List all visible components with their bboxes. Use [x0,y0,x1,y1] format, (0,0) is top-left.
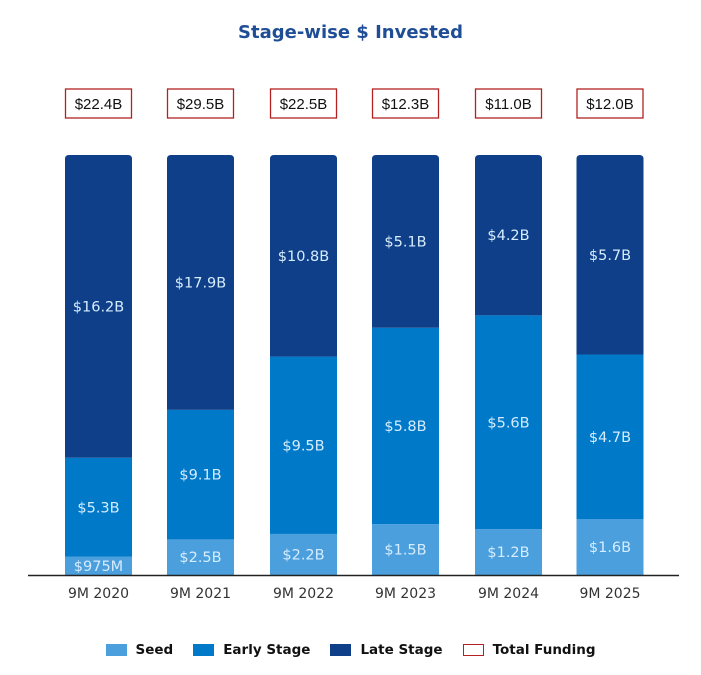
bar-segment-early-stage [475,315,542,530]
bar-segment-late-stage [65,155,132,458]
x-axis-tick-label: 9M 2022 [273,586,334,602]
x-axis-tick-label: 9M 2024 [478,586,539,602]
total-funding-label: $12.3B [382,96,430,113]
x-axis-tick-label: 9M 2023 [375,586,436,602]
bar-segment-early-stage [372,327,439,525]
total-funding-box [269,88,338,119]
total-funding-box [576,88,644,119]
segment-label-seed: $2.5B [179,550,221,566]
bar-segment-late-stage [576,155,644,355]
bar-segment-seed [270,533,337,575]
segment-label-seed: $1.5B [384,543,426,559]
bar-segment-seed [65,556,132,575]
bar-segment-late-stage [475,155,542,316]
bar-segment-late-stage [372,155,439,328]
chart-title: Stage-wise $ Invested [238,22,463,43]
segment-label-late-stage: $4.2B [487,228,529,244]
legend-item-late-stage: Late Stage [330,642,443,658]
bar-segment-early-stage [167,409,234,540]
bar-segment-early-stage [65,457,132,557]
total-funding-label: $11.0B [485,96,531,113]
total-funding-box [64,88,133,119]
total-funding-box [474,88,543,119]
bar-segment-late-stage [270,155,337,357]
legend-swatch-early-stage [193,644,215,656]
segment-label-seed: $2.2B [282,547,324,563]
bar-segment-seed [576,519,644,575]
segment-label-early-stage: $9.5B [282,438,324,454]
total-funding-box [166,88,235,119]
legend-item-early-stage: Early Stage [193,642,310,658]
legend: Seed Early Stage Late Stage Total Fundin… [0,642,701,658]
segment-label-seed: $1.6B [589,540,631,556]
segment-label-early-stage: $5.8B [384,419,426,435]
segment-label-early-stage: $5.6B [487,415,529,431]
segment-label-early-stage: $4.7B [589,430,631,446]
legend-label-early-stage: Early Stage [223,642,311,658]
legend-label-late-stage: Late Stage [360,642,443,658]
x-axis-tick-label: 9M 2020 [68,586,129,602]
bar-segment-early-stage [576,354,644,519]
total-funding-box [371,88,440,119]
x-axis-tick-label: 9M 2021 [170,586,231,602]
legend-item-total-funding: Total Funding [462,642,596,658]
x-axis-tick-label: 9M 2025 [579,586,640,602]
segment-label-late-stage: $17.9B [175,275,226,291]
segment-label-early-stage: $9.1B [179,468,221,484]
segment-label-seed: $975M [74,559,123,575]
segment-label-late-stage: $10.8B [278,249,329,265]
legend-swatch-late-stage [330,644,352,656]
legend-swatch-seed [105,644,127,656]
total-funding-label: $22.5B [280,96,328,113]
bar-segment-seed [167,539,234,575]
segment-label-early-stage: $5.3B [77,500,119,516]
legend-item-seed: Seed [105,642,174,658]
bar-segment-early-stage [270,356,337,534]
total-funding-label: $12.0B [586,96,634,113]
total-funding-label: $29.5B [177,96,225,113]
legend-label-seed: Seed [135,642,174,658]
legend-label-total-funding: Total Funding [492,642,596,658]
bar-segment-late-stage [167,155,234,410]
segment-label-late-stage: $16.2B [73,299,124,315]
bar-segment-seed [475,529,542,575]
bar-segment-seed [372,524,439,575]
legend-swatch-total-funding [462,644,484,656]
total-funding-label: $22.4B [75,96,123,113]
segment-label-late-stage: $5.1B [384,234,426,250]
segment-label-late-stage: $5.7B [589,248,631,264]
segment-label-seed: $1.2B [487,545,529,561]
